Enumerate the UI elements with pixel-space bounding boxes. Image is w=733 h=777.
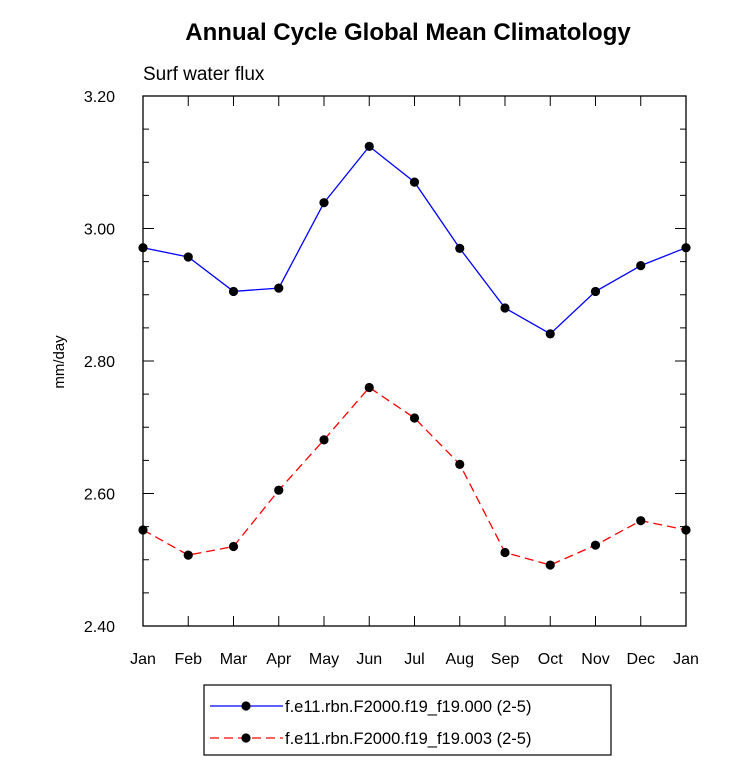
x-tick-label: Feb bbox=[174, 651, 202, 668]
plot-frame bbox=[142, 95, 687, 627]
chart-subtitle: Surf water flux bbox=[143, 64, 265, 85]
series-1-point bbox=[455, 243, 465, 253]
legend: f.e11.rbn.F2000.f19_f19.000 (2-5) f.e11.r… bbox=[203, 684, 612, 756]
legend-marker-2 bbox=[241, 733, 251, 743]
series-2-point bbox=[590, 540, 601, 550]
series-1-point bbox=[545, 329, 555, 339]
series-1-point bbox=[409, 177, 420, 187]
x-tick-label: May bbox=[309, 651, 339, 668]
series-2-point bbox=[455, 459, 465, 469]
series-2-point bbox=[364, 382, 374, 393]
x-tick-label: Dec bbox=[627, 651, 655, 668]
x-tick-label: Aug bbox=[446, 651, 474, 668]
series-1-point bbox=[183, 252, 193, 262]
series-1-point bbox=[274, 283, 284, 293]
series-layer bbox=[138, 141, 691, 570]
series-2-point bbox=[319, 435, 329, 445]
x-tick-label: Sep bbox=[491, 651, 520, 668]
legend-marker-1 bbox=[241, 701, 251, 711]
series-1-point bbox=[590, 286, 601, 297]
y-tick-label: 2.80 bbox=[84, 354, 115, 371]
x-tick-label: Jan bbox=[130, 651, 156, 668]
legend-box bbox=[203, 684, 612, 756]
series-1-point bbox=[228, 286, 239, 297]
x-tick-label: Oct bbox=[538, 651, 563, 668]
x-tick-label: Nov bbox=[581, 651, 609, 668]
legend-label-1: f.e11.rbn.F2000.f19_f19.000 (2-5) bbox=[285, 698, 531, 716]
series-2-point bbox=[545, 560, 555, 570]
y-tick-label: 2.60 bbox=[84, 487, 115, 504]
y-tick-label: 3.20 bbox=[84, 89, 115, 106]
x-tick-label: Apr bbox=[266, 651, 292, 668]
y-axis-label: mm/day bbox=[51, 335, 68, 389]
series-2-point bbox=[228, 541, 239, 552]
chart-title: Annual Cycle Global Mean Climatology bbox=[185, 19, 631, 46]
series-1-point bbox=[500, 303, 510, 313]
series-2-point bbox=[636, 516, 646, 526]
series-2-point bbox=[274, 485, 284, 495]
y-tick-label: 3.00 bbox=[84, 222, 115, 239]
series-line-1 bbox=[142, 145, 687, 335]
x-tick-label: Mar bbox=[220, 651, 248, 668]
x-tick-label: Jan bbox=[673, 651, 699, 668]
series-1-point bbox=[364, 141, 374, 151]
series-2-point bbox=[409, 413, 420, 423]
axes: Jan Feb Mar Apr May Jun Jul Aug Sep Oct Nov Dec Jan 2… bbox=[84, 89, 699, 668]
series-1-point bbox=[636, 261, 646, 271]
series-1-point bbox=[138, 243, 148, 253]
x-tick-label: Jul bbox=[404, 651, 424, 668]
series-1-point bbox=[319, 198, 329, 208]
series-2-point bbox=[500, 547, 510, 558]
x-tick-label: Jun bbox=[356, 651, 382, 668]
series-2-point bbox=[183, 550, 193, 560]
series-1-point bbox=[681, 243, 691, 253]
y-tick-label: 2.40 bbox=[84, 619, 115, 636]
legend-label-2: f.e11.rbn.F2000.f19_f19.003 (2-5) bbox=[285, 730, 531, 748]
series-2-point bbox=[138, 525, 148, 535]
series-2-point bbox=[681, 525, 691, 535]
